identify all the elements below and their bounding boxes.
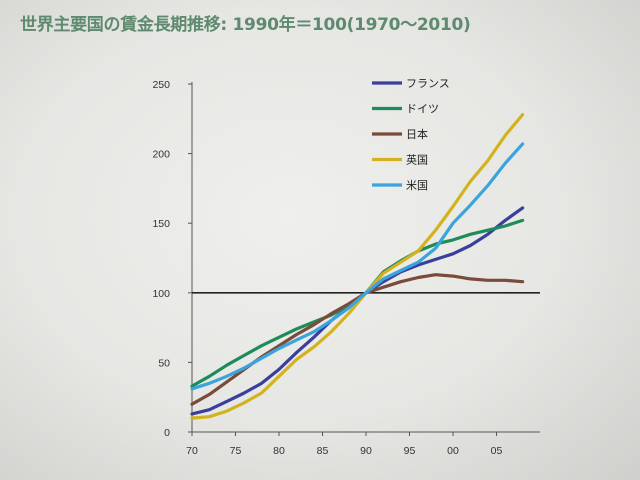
x-tick-label: 95	[404, 445, 416, 457]
y-tick-label: 150	[152, 218, 170, 230]
y-tick-label: 50	[158, 357, 170, 369]
series-line-2	[190, 273, 525, 406]
series-lines	[190, 112, 525, 420]
series-line-0	[190, 206, 525, 416]
legend-label-1: ドイツ	[406, 103, 439, 116]
legend-label-3: 英国	[406, 153, 428, 167]
y-tick-label: 200	[152, 149, 170, 161]
legend-label-0: フランス	[406, 77, 450, 90]
legend-label-2: 日本	[406, 127, 428, 141]
x-tick-label: 75	[230, 445, 242, 457]
x-tick-label: 85	[317, 445, 329, 457]
chart-title: 世界主要国の賃金長期推移: 1990年＝100(1970〜2010)	[20, 15, 471, 35]
x-tick-label: 00	[447, 445, 459, 457]
axes: 0 50 100 150 200 250 70 75 80 85 90 95 00 05	[152, 79, 540, 457]
y-tick-label: 100	[152, 288, 170, 300]
y-tick-label: 250	[152, 79, 170, 91]
x-tick-label: 90	[360, 445, 372, 457]
x-tick-label: 80	[273, 445, 285, 457]
x-tick-label: 05	[491, 445, 503, 457]
x-tick-label: 70	[186, 445, 198, 457]
y-tick-label: 0	[164, 427, 170, 439]
series-line-3	[190, 112, 525, 420]
legend-label-4: 米国	[406, 179, 428, 192]
series-line-4	[190, 142, 525, 391]
